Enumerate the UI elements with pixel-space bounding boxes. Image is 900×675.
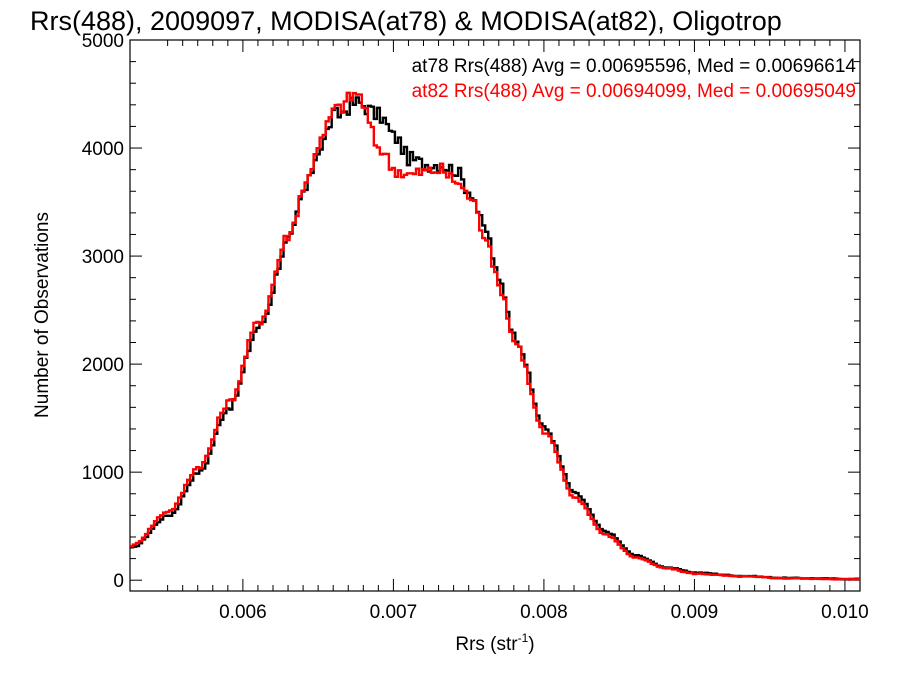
x-tick-label: 0.009 — [671, 602, 719, 623]
series-at82-line — [130, 91, 860, 581]
legend-entry-at78: at78 Rrs(488) Avg = 0.00695596, Med = 0.… — [412, 56, 857, 77]
x-axis-label-text: Rrs (str — [455, 634, 518, 655]
plot-frame — [129, 39, 861, 592]
y-tick-label: 0 — [113, 571, 124, 592]
y-tick-label: 2000 — [82, 355, 124, 376]
x-axis-ticks: 0.006 0.007 0.008 0.009 0.010 — [167, 40, 869, 623]
y-axis-ticks: 0 1000 2000 3000 4000 5000 — [82, 31, 860, 592]
x-tick-label: 0.008 — [520, 602, 568, 623]
x-tick-label: 0.007 — [370, 602, 418, 623]
x-axis-label: Rrs (str-1) — [455, 631, 534, 655]
series-at78-line — [130, 96, 860, 581]
y-tick-label: 4000 — [82, 139, 124, 160]
x-axis-label-end: ) — [528, 634, 534, 655]
series-layer — [130, 91, 860, 581]
chart-title: Rrs(488), 2009097, MODISA(at78) & MODISA… — [30, 6, 782, 36]
y-tick-label: 1000 — [82, 463, 124, 484]
y-tick-label: 5000 — [82, 31, 124, 52]
x-tick-label: 0.006 — [219, 602, 267, 623]
y-tick-label: 3000 — [82, 247, 124, 268]
y-axis-label: Number of Observations — [32, 212, 53, 418]
legend-entry-at82: at82 Rrs(488) Avg = 0.00694099, Med = 0.… — [412, 81, 856, 102]
x-tick-label: 0.010 — [821, 602, 869, 623]
x-axis-label-superscript: -1 — [518, 631, 529, 645]
